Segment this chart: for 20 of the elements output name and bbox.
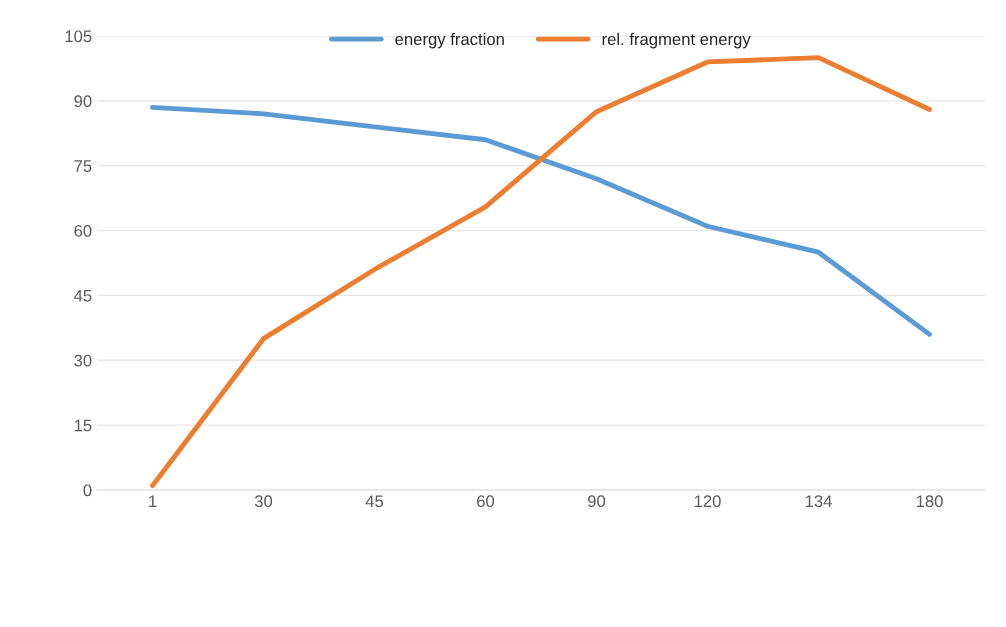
y-tick-label: 15 — [74, 419, 92, 432]
y-tick-label: 105 — [65, 30, 92, 43]
y-tick-label: 90 — [74, 95, 92, 108]
x-tick-label: 134 — [805, 495, 832, 508]
x-tick-label: 1 — [149, 495, 157, 507]
y-tick-label: 60 — [74, 224, 92, 237]
x-tick-label: 30 — [254, 495, 273, 508]
y-tick-label: 75 — [74, 160, 92, 172]
y-tick-label: 0 — [83, 484, 92, 497]
x-tick-label: 180 — [916, 495, 943, 508]
y-tick-label: 30 — [74, 354, 92, 367]
x-tick-label: 60 — [477, 495, 495, 508]
line-series — [150, 104, 932, 337]
x-tick-label: 120 — [694, 495, 721, 508]
x-tick-label: 90 — [588, 495, 606, 508]
legend-label: energy fraction — [395, 32, 504, 49]
y-tick-label: 45 — [73, 290, 92, 302]
line-series — [150, 55, 932, 489]
legend-label: rel. fragment energy — [602, 32, 751, 49]
x-tick-label: 45 — [365, 495, 384, 508]
